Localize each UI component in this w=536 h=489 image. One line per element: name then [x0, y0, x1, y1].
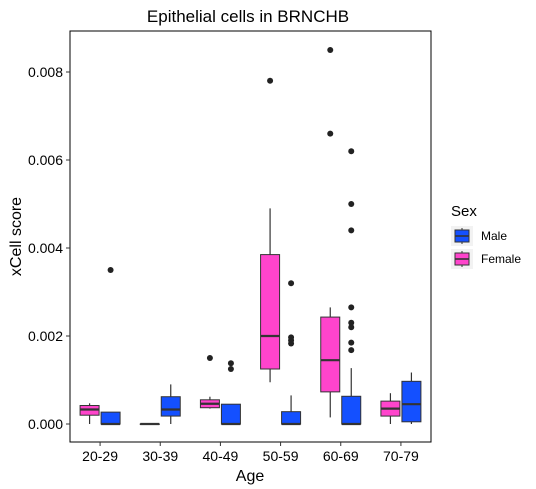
legend-label: Male	[481, 229, 507, 243]
y-axis: 0.000 0.002 0.004 0.006 0.008	[28, 64, 70, 432]
outlier-point	[267, 77, 274, 84]
legend-key-male	[451, 226, 473, 246]
legend-key-female	[451, 249, 473, 269]
outlier-point	[348, 347, 355, 354]
x-tick-label: 70-79	[383, 448, 419, 464]
box-male-20-29	[100, 267, 121, 426]
box-female-40-49	[199, 355, 220, 409]
box-male-60-69	[341, 148, 362, 426]
box-female-50-59	[260, 77, 281, 383]
chart-title: Epithelial cells in BRNCHB	[147, 7, 349, 26]
outlier-point	[288, 280, 295, 287]
x-tick-label: 50-59	[263, 448, 299, 464]
y-tick-label: 0.000	[28, 416, 63, 432]
box-body	[220, 403, 241, 425]
legend-title: Sex	[451, 203, 477, 220]
box-body	[401, 380, 422, 423]
y-tick-label: 0.006	[28, 152, 63, 168]
y-tick-label: 0.002	[28, 328, 63, 344]
outlier-point	[107, 267, 114, 273]
box-female-60-69	[320, 47, 341, 418]
x-tick-label: 40-49	[203, 448, 239, 464]
x-axis-title: Age	[236, 468, 265, 485]
outlier-point	[206, 355, 213, 361]
box-body	[260, 254, 281, 370]
y-tick-label: 0.004	[28, 240, 63, 256]
outlier-point	[348, 148, 355, 155]
box-male-50-59	[281, 280, 302, 426]
x-tick-label: 60-69	[323, 448, 359, 464]
y-axis-title: xCell score	[8, 197, 25, 276]
outlier-point	[288, 340, 295, 347]
outlier-point	[327, 47, 334, 53]
x-tick-label: 20-29	[82, 448, 118, 464]
box-body	[320, 316, 341, 393]
box-female-30-39	[139, 422, 160, 426]
outlier-point	[348, 304, 355, 311]
box-layer	[79, 47, 422, 426]
box-male-40-49	[220, 360, 241, 426]
y-tick-label: 0.008	[28, 64, 63, 80]
x-axis: 20-29 30-39 40-49 50-59 60-69 70-79	[82, 442, 419, 464]
outlier-point	[348, 201, 355, 207]
box-body	[281, 411, 302, 425]
x-tick-label: 30-39	[142, 448, 178, 464]
legend-label: Female	[481, 252, 521, 266]
box-male-30-39	[160, 384, 181, 424]
outlier-point	[348, 319, 355, 326]
box-body	[160, 396, 181, 417]
outlier-point	[348, 227, 355, 234]
outlier-point	[227, 360, 234, 367]
box-body	[100, 411, 121, 425]
outlier-point	[348, 324, 355, 331]
outlier-point	[348, 339, 355, 346]
legend: Sex Male Female	[451, 203, 521, 269]
box-female-70-79	[380, 393, 401, 424]
box-male-70-79	[401, 372, 422, 424]
outlier-point	[227, 366, 234, 372]
plot-panel	[69, 30, 432, 443]
outlier-point	[327, 130, 334, 137]
box-body	[341, 395, 362, 425]
box-female-20-29	[79, 403, 100, 424]
